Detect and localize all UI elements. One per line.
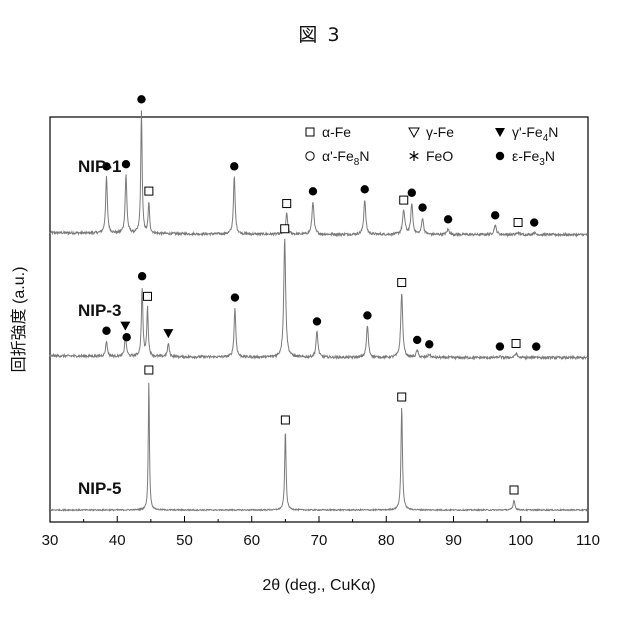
marker-open-triangle xyxy=(409,128,419,137)
marker-open-circle xyxy=(306,152,314,160)
x-tick-label: 90 xyxy=(445,532,462,549)
marker-filled-triangle xyxy=(120,322,130,331)
diffraction-traces xyxy=(50,110,588,510)
marker-open-square xyxy=(398,279,406,287)
sample-label: NIP-3 xyxy=(78,301,121,320)
sample-label: NIP-1 xyxy=(78,157,121,176)
x-tick-label: 50 xyxy=(176,532,193,549)
x-tick-label: 110 xyxy=(576,532,600,549)
marker-open-square xyxy=(145,366,153,374)
svg-text:α'-Fe8N: α'-Fe8N xyxy=(322,148,369,168)
marker-filled-circle xyxy=(122,160,130,168)
marker-open-square xyxy=(512,340,520,348)
marker-open-square xyxy=(306,128,314,136)
marker-asterisk xyxy=(410,151,419,161)
phase-legend: α-Fe γ-Fe γ'-Fe4N α'-Fe8N FeO ε-Fe3N xyxy=(306,124,559,168)
marker-filled-circle xyxy=(413,336,421,344)
marker-open-square xyxy=(514,219,522,227)
x-tick-label: 30 xyxy=(42,532,59,549)
marker-open-square xyxy=(281,225,289,233)
marker-open-square xyxy=(510,486,518,494)
marker-filled-circle xyxy=(363,311,371,319)
marker-filled-circle xyxy=(491,211,499,219)
marker-open-square xyxy=(145,187,153,195)
legend-entry: FeO xyxy=(410,148,454,164)
trace-nip-1 xyxy=(50,110,588,235)
marker-open-square xyxy=(144,292,152,300)
x-axis-ticks: 30 40 50 60 70 80 90 100 110 xyxy=(42,516,600,549)
trace-nip-3 xyxy=(50,239,588,359)
marker-open-square xyxy=(398,393,406,401)
marker-filled-circle xyxy=(138,272,146,280)
marker-filled-circle xyxy=(231,293,239,301)
x-axis-title: 2θ (deg., CuKα) xyxy=(262,577,375,594)
svg-text:ε-Fe3N: ε-Fe3N xyxy=(512,148,555,168)
legend-entry: α'-Fe8N xyxy=(306,148,370,168)
marker-filled-circle xyxy=(122,333,130,341)
marker-filled-circle xyxy=(230,162,238,170)
trace-nip-5 xyxy=(50,383,588,511)
x-tick-label: 100 xyxy=(508,532,533,549)
x-tick-label: 40 xyxy=(109,532,126,549)
x-tick-label: 60 xyxy=(243,532,260,549)
sample-labels: NIP-1 NIP-3 NIP-5 xyxy=(78,157,121,498)
marker-open-square xyxy=(400,196,408,204)
marker-open-square xyxy=(283,200,291,208)
marker-filled-circle xyxy=(309,187,317,195)
marker-filled-circle xyxy=(102,327,110,335)
marker-filled-circle xyxy=(313,317,321,325)
marker-filled-circle xyxy=(425,340,433,348)
svg-text:γ'-Fe4N: γ'-Fe4N xyxy=(512,124,558,144)
marker-filled-circle xyxy=(137,95,145,103)
marker-filled-circle xyxy=(361,185,369,193)
marker-filled-circle xyxy=(418,203,426,211)
sample-label: NIP-5 xyxy=(78,479,121,498)
legend-entry: ε-Fe3N xyxy=(496,148,555,168)
marker-filled-circle xyxy=(444,215,452,223)
marker-filled-circle xyxy=(496,342,504,350)
marker-filled-triangle xyxy=(495,128,505,137)
svg-text:α-Fe: α-Fe xyxy=(322,124,351,140)
x-tick-label: 80 xyxy=(378,532,395,549)
legend-entry: γ'-Fe4N xyxy=(495,124,558,144)
y-axis-title: 回折強度 (a.u.) xyxy=(10,267,28,373)
marker-filled-circle xyxy=(532,342,540,350)
legend-entry: γ-Fe xyxy=(409,124,454,140)
marker-open-square xyxy=(281,416,289,424)
x-tick-label: 70 xyxy=(311,532,328,549)
marker-filled-circle xyxy=(496,152,504,160)
svg-text:FeO: FeO xyxy=(426,148,453,164)
marker-filled-triangle xyxy=(163,329,173,338)
svg-text:γ-Fe: γ-Fe xyxy=(426,124,454,140)
marker-filled-circle xyxy=(530,218,538,226)
marker-filled-circle xyxy=(408,189,416,197)
legend-entry: α-Fe xyxy=(306,124,351,140)
